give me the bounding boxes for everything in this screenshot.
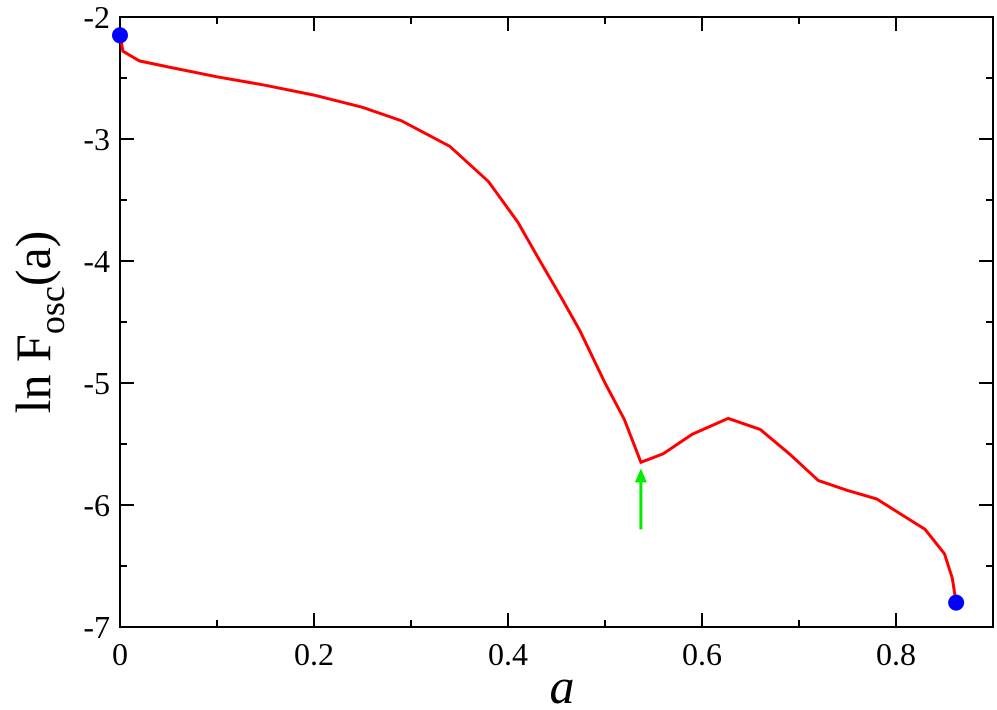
y-tick-label: -6 [83,487,110,523]
x-axis-label: a [550,658,575,705]
data-line [118,35,958,603]
y-tick-label: -7 [83,609,110,645]
y-tick-label: -5 [83,365,110,401]
x-tick-label: 0.2 [294,636,334,672]
x-tick-label: 0.4 [488,636,528,672]
y-tick-label: -3 [83,121,110,157]
y-tick-label: -2 [83,0,110,35]
y-label-tail: (a) [5,231,61,287]
endpoint-marker [112,27,128,44]
arrow-head [634,468,647,483]
endpoint-marker [948,594,965,611]
y-axis-label: ln Fosc(a) [5,231,72,414]
x-tick-label: 0 [112,636,128,672]
plot-frame [119,16,994,628]
y-label-sub: osc [32,286,72,334]
x-tick-label: 0.6 [682,636,722,672]
y-label-main: ln F [5,334,61,413]
x-tick-label: 0.8 [876,636,916,672]
y-tick-label: -4 [83,243,110,279]
